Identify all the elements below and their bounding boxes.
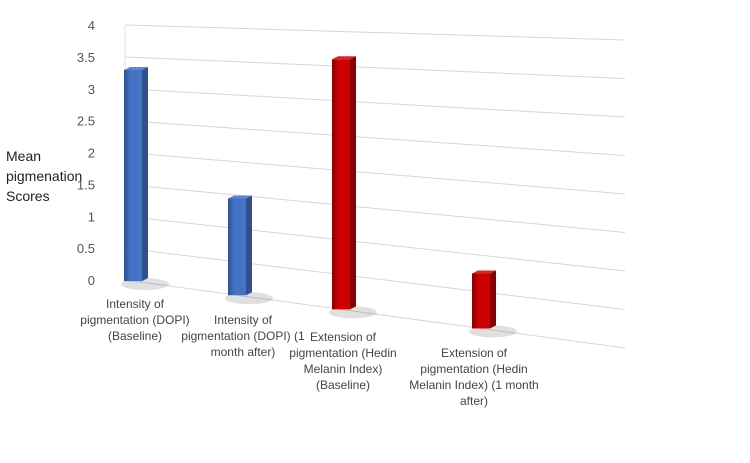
bar-front — [124, 70, 142, 282]
bar — [329, 56, 377, 319]
y-tick-label: 2.5 — [77, 114, 95, 129]
gridline — [124, 56, 626, 79]
gridline — [124, 215, 626, 272]
bar-front — [332, 59, 350, 310]
y-tick-label: 1.5 — [77, 177, 95, 192]
y-tick-label: 1 — [88, 209, 95, 224]
x-tick-label: Intensity of pigmentation (DOPI) (Baseline… — [80, 297, 189, 343]
bar-front — [472, 273, 490, 329]
bar — [469, 270, 517, 338]
bar — [225, 195, 273, 305]
y-tick-label: 4 — [88, 18, 95, 33]
bar-top — [124, 67, 148, 71]
bar-top — [228, 195, 252, 199]
bar-top — [472, 270, 496, 274]
y-axis-ticks: 0 0.5 1 1.5 2 2.5 3 3.5 4 — [77, 18, 95, 288]
bar — [121, 67, 169, 291]
x-tick-label: Intensity of pigmentation (DOPI) (1 month … — [181, 313, 305, 359]
y-tick-label: 0.5 — [77, 241, 95, 256]
y-tick-label: 2 — [88, 146, 95, 161]
bar-side — [350, 56, 356, 310]
bar-front — [228, 198, 246, 296]
y-axis-label-line: Scores — [6, 188, 50, 204]
gridline — [124, 152, 626, 195]
y-axis-label: Mean pigmenation Scores — [6, 146, 82, 206]
bar-side — [246, 195, 252, 296]
bar-side — [490, 270, 496, 329]
gridline — [124, 88, 626, 118]
x-tick-label: Extension of pigmentation (Hedin Melanin I… — [289, 330, 396, 392]
y-axis-label-line: pigmenation — [6, 168, 83, 184]
x-tick-label: Extension of pigmentation (Hedin Melanin I… — [409, 346, 538, 408]
gridline — [124, 279, 626, 349]
y-tick-label: 3 — [88, 82, 95, 97]
y-tick-label: 3.5 — [77, 50, 95, 65]
bar-side — [142, 67, 148, 282]
gridlines — [124, 24, 626, 349]
gridline — [124, 120, 626, 156]
y-axis-label-line: Mean — [6, 148, 42, 164]
gridline — [124, 247, 626, 310]
gridline — [124, 24, 626, 41]
gridline — [124, 183, 626, 233]
y-tick-label: 0 — [88, 273, 95, 288]
bars — [121, 56, 517, 338]
bar-top — [332, 56, 356, 60]
x-axis-categories: Intensity of pigmentation (DOPI) (Baseline… — [80, 297, 538, 408]
